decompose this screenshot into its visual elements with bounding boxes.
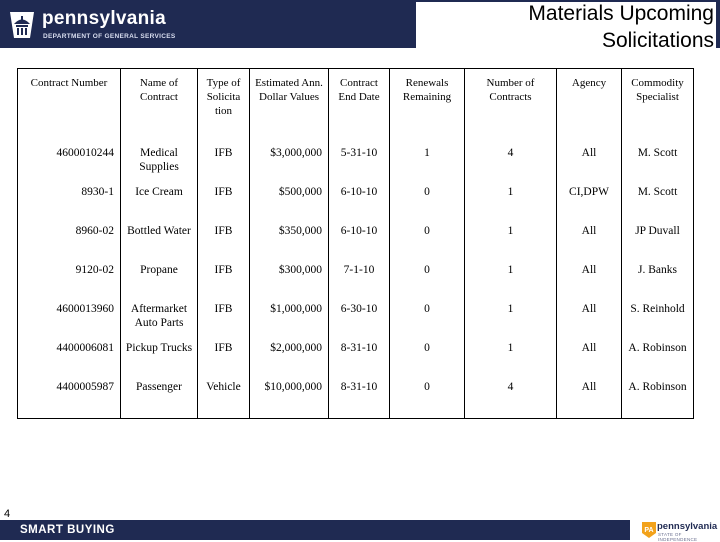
cell-contract-number: 8930-1 xyxy=(17,180,121,219)
cell-specialist: M. Scott xyxy=(621,141,694,180)
smart-buying-label: SMART BUYING xyxy=(20,524,115,536)
page-title: Materials Upcoming Solicitations xyxy=(414,0,714,54)
cell-dollar-value: $500,000 xyxy=(249,180,329,219)
footer-bar xyxy=(0,520,630,540)
cell-agency: All xyxy=(556,375,622,419)
cell-end-date: 6-10-10 xyxy=(328,219,390,258)
solicitations-table-wrapper: Contract Number Name of Contract Type of… xyxy=(17,68,694,419)
cell-renewals: 0 xyxy=(389,336,465,375)
cell-end-date: 7-1-10 xyxy=(328,258,390,297)
cell-specialist: M. Scott xyxy=(621,180,694,219)
cell-contract-number: 4600010244 xyxy=(17,141,121,180)
logo-department: DEPARTMENT OF GENERAL SERVICES xyxy=(43,33,176,40)
footer-pa-logo xyxy=(640,520,720,540)
column-header: Type of Solicita tion xyxy=(197,68,250,141)
cell-agency: All xyxy=(556,258,622,297)
title-panel xyxy=(416,2,716,48)
solicitations-table: Contract Number Name of Contract Type of… xyxy=(17,68,694,419)
cell-solicitation-type: IFB xyxy=(197,258,250,297)
page-title-line-2: Solicitations xyxy=(601,29,714,52)
cell-specialist: JP Duvall xyxy=(621,219,694,258)
cell-dollar-value: $1,000,000 xyxy=(249,297,329,336)
cell-renewals: 0 xyxy=(389,258,465,297)
cell-renewals: 1 xyxy=(389,141,465,180)
cell-end-date: 8-31-10 xyxy=(328,336,390,375)
cell-contract-number: 4400005987 xyxy=(17,375,121,419)
table-row: 9120-02 Propane IFB $300,000 7-1-10 0 1 … xyxy=(17,258,694,297)
cell-contract-count: 1 xyxy=(464,336,557,375)
table-header-row: Contract Number Name of Contract Type of… xyxy=(17,68,694,141)
column-header: Renewals Remaining xyxy=(389,68,465,141)
cell-contract-count: 1 xyxy=(464,180,557,219)
cell-solicitation-type: IFB xyxy=(197,297,250,336)
cell-specialist: A. Robinson xyxy=(621,375,694,419)
cell-specialist: S. Reinhold xyxy=(621,297,694,336)
column-header: Name of Contract xyxy=(120,68,198,141)
cell-renewals: 0 xyxy=(389,297,465,336)
cell-agency: CI,DPW xyxy=(556,180,622,219)
cell-specialist: J. Banks xyxy=(621,258,694,297)
cell-specialist: A. Robinson xyxy=(621,336,694,375)
cell-dollar-value: $300,000 xyxy=(249,258,329,297)
cell-contract-number: 4600013960 xyxy=(17,297,121,336)
cell-dollar-value: $2,000,000 xyxy=(249,336,329,375)
cell-solicitation-type: Vehicle xyxy=(197,375,250,419)
cell-contract-name: Pickup Trucks xyxy=(120,336,198,375)
column-header: Number of Contracts xyxy=(464,68,557,141)
pa-badge-text: PA xyxy=(644,527,653,534)
cell-renewals: 0 xyxy=(389,180,465,219)
cell-contract-count: 1 xyxy=(464,297,557,336)
pa-badge-icon: PA xyxy=(642,522,656,538)
cell-end-date: 5-31-10 xyxy=(328,141,390,180)
cell-agency: All xyxy=(556,219,622,258)
cell-end-date: 6-10-10 xyxy=(328,180,390,219)
cell-end-date: 8-31-10 xyxy=(328,375,390,419)
table-row: 8930-1 Ice Cream IFB $500,000 6-10-10 0 … xyxy=(17,180,694,219)
footer-logo-tagline: STATE OF INDEPENDENCE xyxy=(658,532,698,542)
cell-agency: All xyxy=(556,141,622,180)
page-title-line-1: Materials Upcoming xyxy=(528,2,714,25)
cell-contract-number: 4400006081 xyxy=(17,336,121,375)
cell-contract-number: 9120-02 xyxy=(17,258,121,297)
cell-agency: All xyxy=(556,336,622,375)
cell-dollar-value: $3,000,000 xyxy=(249,141,329,180)
logo-name: pennsylvania xyxy=(42,8,166,29)
page-number: 4 xyxy=(4,508,11,520)
cell-contract-count: 1 xyxy=(464,258,557,297)
column-header: Contract Number xyxy=(17,68,121,141)
cell-contract-name: Propane xyxy=(120,258,198,297)
cell-dollar-value: $10,000,000 xyxy=(249,375,329,419)
cell-contract-count: 1 xyxy=(464,219,557,258)
table-row: 4600013960 Aftermarket Auto Parts IFB $1… xyxy=(17,297,694,336)
cell-renewals: 0 xyxy=(389,219,465,258)
cell-contract-name: Passenger xyxy=(120,375,198,419)
table-row: 4400005987 Passenger Vehicle $10,000,000… xyxy=(17,375,694,419)
cell-dollar-value: $350,000 xyxy=(249,219,329,258)
pa-dgs-logo: pennsylvania DEPARTMENT OF GENERAL SERVI… xyxy=(4,4,175,44)
cell-solicitation-type: IFB xyxy=(197,141,250,180)
cell-solicitation-type: IFB xyxy=(197,219,250,258)
cell-agency: All xyxy=(556,297,622,336)
cell-contract-name: Ice Cream xyxy=(120,180,198,219)
column-header: Commodity Specialist xyxy=(621,68,694,141)
column-header: Estimated Ann. Dollar Values xyxy=(249,68,329,141)
cell-solicitation-type: IFB xyxy=(197,336,250,375)
column-header: Contract End Date xyxy=(328,68,390,141)
cell-contract-name: Medical Supplies xyxy=(120,141,198,180)
table-row: 4600010244 Medical Supplies IFB $3,000,0… xyxy=(17,141,694,180)
cell-contract-name: Bottled Water xyxy=(120,219,198,258)
cell-renewals: 0 xyxy=(389,375,465,419)
keystone-capitol-icon xyxy=(10,12,34,38)
column-header: Agency xyxy=(556,68,622,141)
table-row: 8960-02 Bottled Water IFB $350,000 6-10-… xyxy=(17,219,694,258)
table-row: 4400006081 Pickup Trucks IFB $2,000,000 … xyxy=(17,336,694,375)
cell-end-date: 6-30-10 xyxy=(328,297,390,336)
cell-solicitation-type: IFB xyxy=(197,180,250,219)
footer-logo-name: pennsylvania xyxy=(657,521,718,532)
cell-contract-count: 4 xyxy=(464,375,557,419)
cell-contract-count: 4 xyxy=(464,141,557,180)
cell-contract-name: Aftermarket Auto Parts xyxy=(120,297,198,336)
cell-contract-number: 8960-02 xyxy=(17,219,121,258)
